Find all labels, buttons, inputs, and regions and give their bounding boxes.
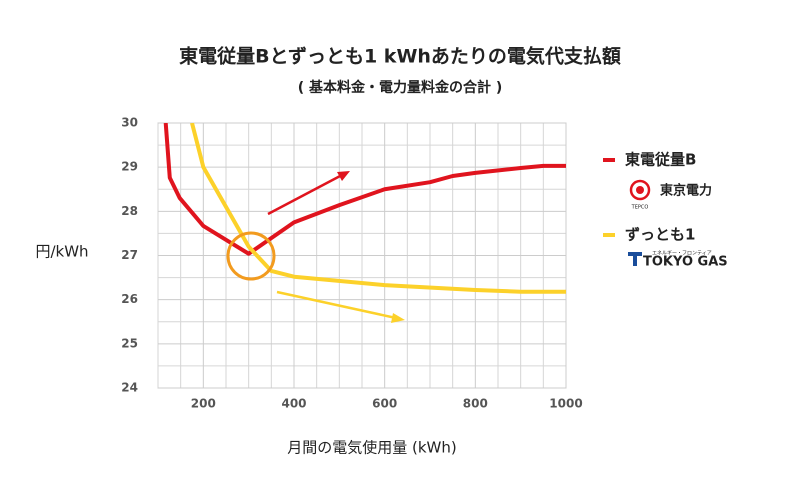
- legend-label: 東電従量B: [625, 151, 696, 169]
- x-tick-label: 400: [281, 397, 306, 411]
- x-tick-label: 1000: [549, 397, 582, 411]
- logo-mark: [633, 252, 637, 266]
- y-tick-label: 29: [121, 160, 138, 174]
- x-tick-label: 800: [463, 397, 488, 411]
- logo-text: TEPCO: [631, 205, 649, 211]
- series-line: [190, 123, 566, 294]
- arrow-yellow: [276, 290, 397, 320]
- x-axis-label: 月間の電気使用量 (kWh): [287, 439, 457, 457]
- x-tick-label: 600: [372, 397, 397, 411]
- arrow-head: [337, 171, 350, 181]
- y-tick-label: 25: [121, 336, 138, 350]
- logo-text: エネルギー・フロンティア: [652, 251, 712, 257]
- logo-mark: [636, 186, 644, 194]
- y-tick-label: 27: [121, 248, 138, 262]
- chart-title: 東電従量Bとずっとも1 kWhあたりの電気代支払額: [179, 45, 621, 68]
- arrow-head: [391, 313, 405, 323]
- arrow-red: [267, 173, 343, 216]
- series-line: [163, 123, 566, 256]
- lines: [163, 123, 566, 294]
- y-axis-label: 円/kWh: [35, 243, 88, 261]
- chart-subtitle: ( 基本料金・電力量料金の合計 ): [298, 79, 503, 96]
- logo-text: TOKYO GAS: [643, 255, 728, 270]
- logo-text: 東京電力: [660, 183, 712, 199]
- grid: 24 25 26 27 28 29 30 200 400 600 800 1000: [121, 116, 582, 411]
- legend-label: ずっとも1: [625, 226, 695, 244]
- logo-mark: [629, 179, 651, 201]
- y-tick-label: 26: [121, 292, 138, 306]
- x-tick-label: 200: [191, 397, 216, 411]
- y-tick-label: 28: [121, 204, 138, 218]
- highlight-circle: [226, 231, 276, 281]
- y-tick-label: 30: [121, 116, 138, 130]
- y-tick-label: 24: [121, 381, 138, 395]
